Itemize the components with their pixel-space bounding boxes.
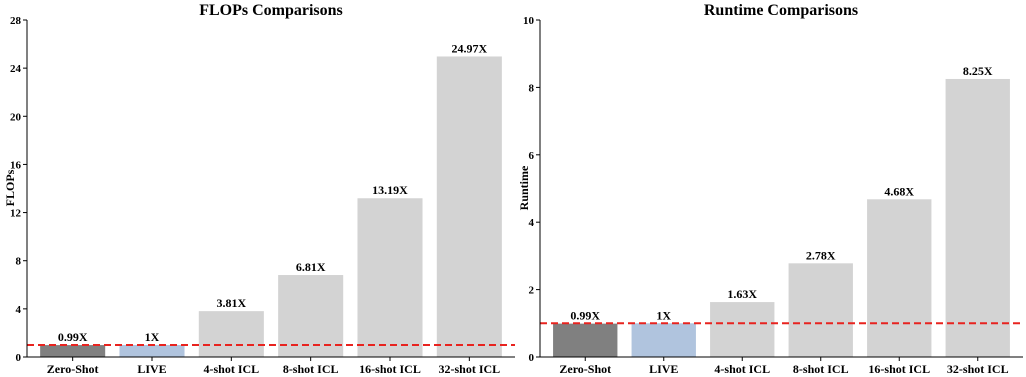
y-tick-label: 20 [10,111,22,123]
data-label: 0.99X [570,309,600,323]
y-tick-label: 24 [10,63,22,75]
x-tick-label: Zero-Shot [559,362,611,376]
data-label: 0.99X [58,330,88,344]
x-tick-label: 32-shot ICL [947,362,1009,376]
data-label: 2.78X [806,248,836,262]
x-tick-label: 16-shot ICL [868,362,930,376]
data-labels: 0.99X 1X 3.81X 6.81X 13.19X 24.97X [58,41,488,344]
y-axis-label: FLOPs [3,169,17,206]
y-tick-label: 10 [523,15,535,27]
data-label: 8.25X [963,64,993,78]
bar [436,56,502,358]
chart-title: Runtime Comparisons [704,2,858,19]
y-tick-label: 6 [529,150,535,162]
bars [553,78,1010,357]
bar [788,263,853,357]
bar [40,345,106,357]
y-tick-label: 8 [529,82,535,94]
bar [867,199,932,357]
data-label: 1X [656,308,671,322]
y-ticks: 0 2 4 6 8 10 [523,15,540,364]
x-tick-label: 8-shot ICL [283,362,339,376]
bars [40,56,502,358]
bar [710,302,775,357]
x-tick-label: LIVE [137,362,166,376]
y-tick-label: 16 [10,159,22,171]
y-tick-label: 8 [16,256,22,268]
x-tick-label: LIVE [649,362,678,376]
x-tick-label: 8-shot ICL [793,362,849,376]
data-label: 6.81X [296,260,326,274]
data-label: 1X [145,330,160,344]
x-tick-label: 16-shot ICL [359,362,421,376]
bar [278,275,344,357]
bar [198,311,264,357]
data-label: 1.63X [727,287,757,301]
x-tick-label: 4-shot ICL [714,362,770,376]
bar [119,344,185,357]
y-axis-label: Runtime [517,165,531,210]
data-label: 3.81X [216,296,246,310]
y-ticks: 0 4 8 12 16 20 24 28 [10,15,27,364]
y-tick-label: 28 [10,15,22,27]
data-label: 4.68X [884,184,914,198]
x-ticks: Zero-Shot LIVE 4-shot ICL 8-shot ICL 16-shot… [47,357,500,376]
bar [631,323,696,357]
y-tick-label: 4 [529,217,535,229]
bar [553,323,618,357]
bar [357,198,423,357]
x-tick-label: 4-shot ICL [203,362,259,376]
data-label: 24.97X [451,41,487,55]
y-tick-label: 0 [16,352,22,364]
y-tick-label: 4 [16,304,22,316]
data-labels: 0.99X 1X 1.63X 2.78X 4.68X 8.25X [570,64,993,323]
bar [945,78,1010,357]
x-tick-label: 32-shot ICL [438,362,500,376]
x-ticks: Zero-Shot LIVE 4-shot ICL 8-shot ICL 16-shot… [559,357,1009,376]
chart-title: FLOPs Comparisons [199,2,343,19]
runtime-chart-panel: Runtime Comparisons Runtime 0 2 4 6 8 10 Zero… [517,2,1023,376]
y-tick-label: 12 [10,208,22,220]
data-label: 13.19X [372,183,408,197]
y-tick-label: 2 [529,285,535,297]
flops-chart-panel: FLOPs Comparisons FLOPs 0 4 8 12 16 20 24 28 Ze… [3,2,515,376]
y-tick-label: 0 [529,352,535,364]
x-tick-label: Zero-Shot [47,362,99,376]
